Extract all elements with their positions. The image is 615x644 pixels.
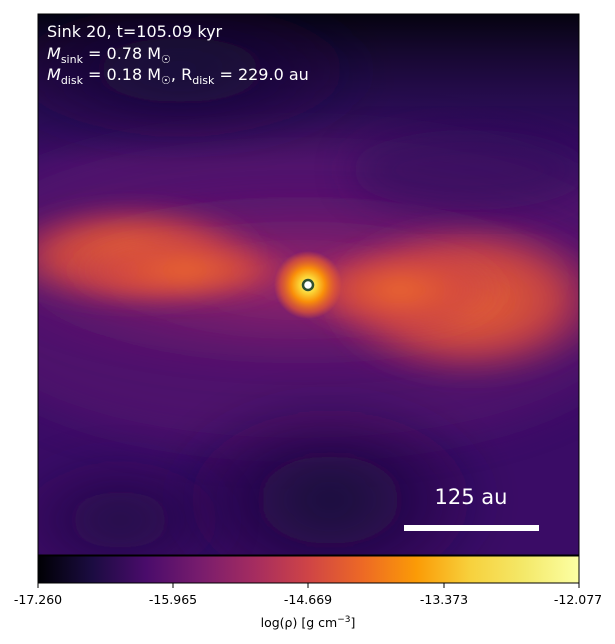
colorbar-ticks bbox=[37, 583, 580, 588]
colorbar-tick-label: -17.260 bbox=[14, 592, 62, 607]
colorbar-tick-label: -12.077 bbox=[554, 592, 602, 607]
sink-marker bbox=[301, 278, 315, 292]
colorbar-tick-label: -15.965 bbox=[149, 592, 197, 607]
sink-mass: Msink = 0.78 M☉ bbox=[47, 44, 171, 66]
colorbar bbox=[37, 555, 580, 584]
sink-title: Sink 20, t=105.09 kyr bbox=[47, 22, 223, 41]
scalebar bbox=[404, 525, 539, 531]
colorbar-label: log(ρ) [g cm−3] bbox=[261, 615, 356, 630]
colorbar-tick-label: -13.373 bbox=[420, 592, 468, 607]
image-frame bbox=[37, 13, 580, 556]
disk-properties: Mdisk = 0.18 M☉, Rdisk = 229.0 au bbox=[47, 65, 309, 87]
scalebar-label: 125 au bbox=[435, 485, 508, 509]
density-map bbox=[38, 14, 579, 555]
colorbar-tick-label: -14.669 bbox=[284, 592, 332, 607]
